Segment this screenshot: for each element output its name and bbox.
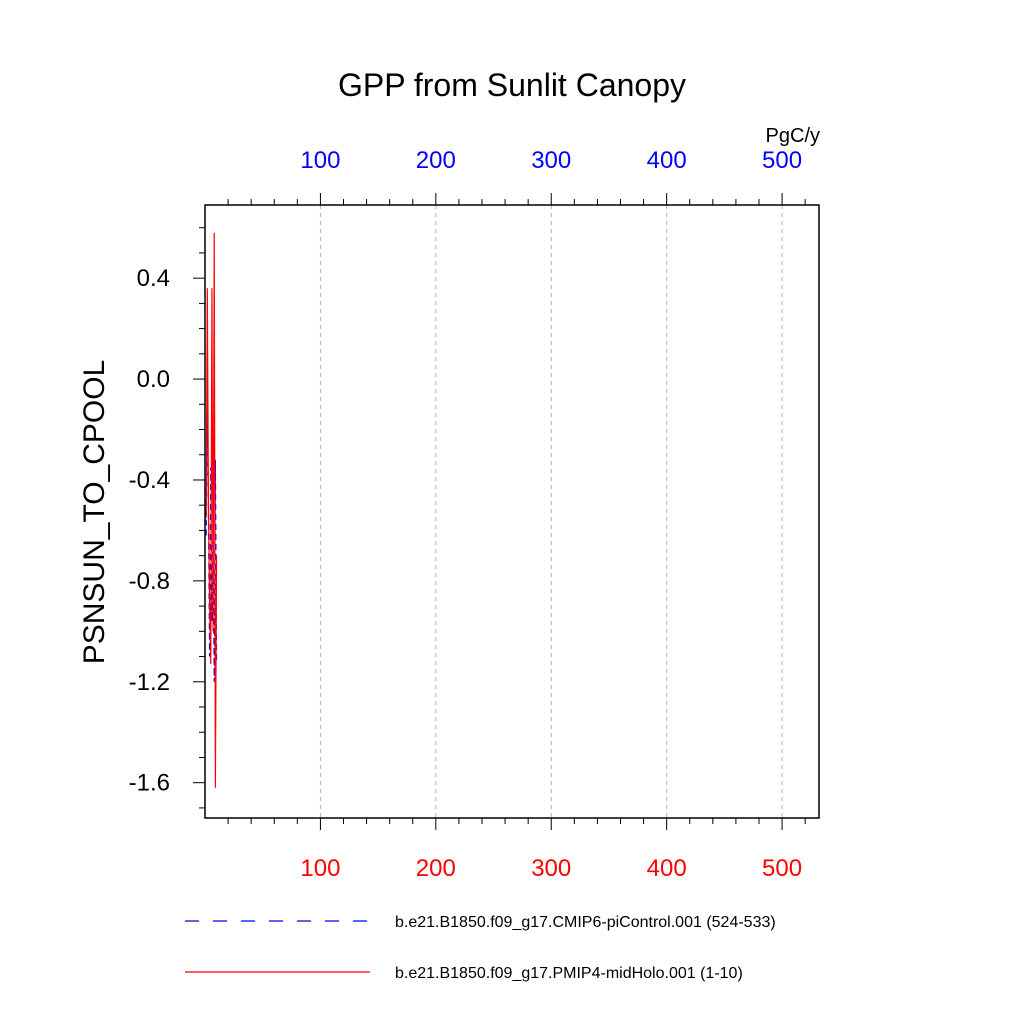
legend-label-2: b.e21.B1850.f09_g17.PMIP4-midHolo.001 (1…: [395, 965, 743, 982]
y-tick-label: 0.4: [137, 265, 170, 292]
chart-title: GPP from Sunlit Canopy: [338, 67, 686, 103]
y-tick-label: -1.2: [129, 669, 170, 696]
series-layer: [205, 232, 218, 788]
y-tick-label: 0.0: [137, 366, 170, 393]
plot-frame: [204, 204, 820, 819]
x-tick-label-top: 100: [300, 147, 340, 174]
legend-label-1: b.e21.B1850.f09_g17.CMIP6-piControl.001 …: [395, 914, 776, 931]
x-tick-label-bottom: 300: [531, 855, 571, 882]
x-tick-label-bottom: 200: [416, 855, 456, 882]
x-tick-label-top: 300: [531, 147, 571, 174]
legend: b.e21.B1850.f09_g17.CMIP6-piControl.001 …: [185, 914, 776, 982]
y-axis-label: PSNSUN_TO_CPOOL: [78, 360, 111, 665]
tick-layer: 100 100 200 200 300 300 400 400 500 500 0.4 0.0 -0.4…: [129, 147, 806, 882]
y-tick-label: -0.8: [129, 568, 170, 595]
grid-layer: [319, 205, 783, 818]
top-axis-unit-label: PgC/y: [766, 125, 820, 147]
x-tick-label-bottom: 400: [647, 855, 687, 882]
x-tick-label-top: 500: [762, 147, 802, 174]
x-tick-label-top: 200: [416, 147, 456, 174]
x-tick-label-top: 400: [647, 147, 687, 174]
y-tick-label: -1.6: [129, 770, 170, 797]
x-tick-label-bottom: 100: [300, 855, 340, 882]
series-line-2: [205, 232, 218, 788]
y-tick-label: -0.4: [129, 467, 170, 494]
x-tick-label-bottom: 500: [762, 855, 802, 882]
